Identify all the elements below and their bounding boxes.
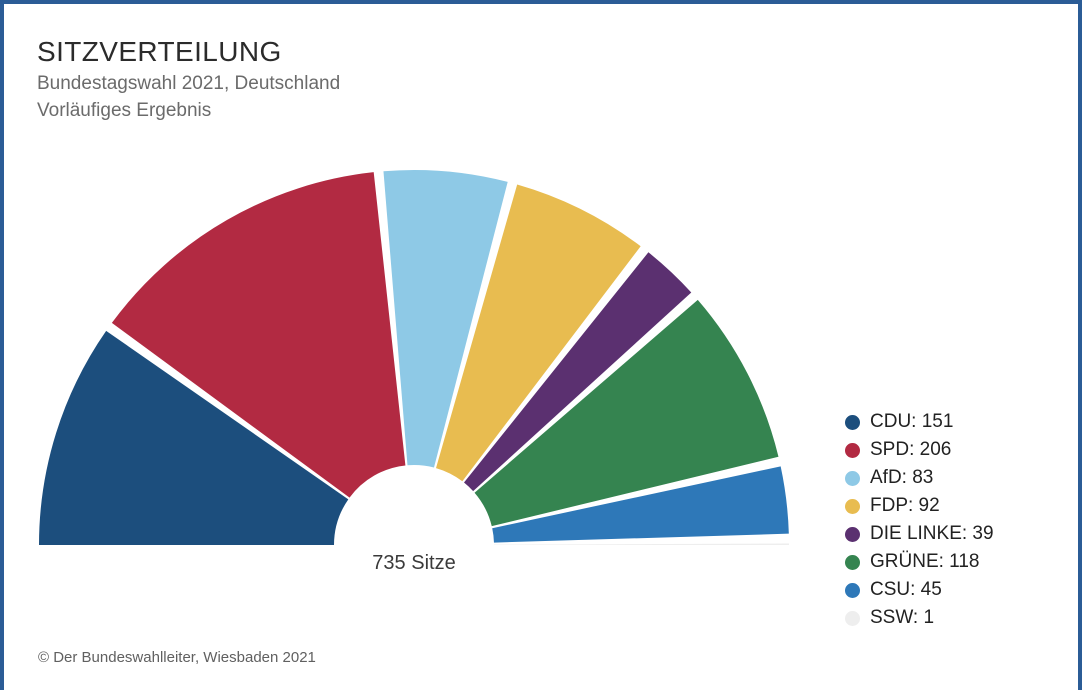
legend-item[interactable]: CDU: 151 <box>845 408 994 436</box>
wedge-group <box>39 169 789 545</box>
seat-distribution-chart: 735 Sitze <box>4 4 834 624</box>
legend-item-label: CDU: 151 <box>870 411 954 432</box>
legend-item-label: DIE LINKE: 39 <box>870 523 994 544</box>
legend-item-label: SSW: 1 <box>870 607 935 628</box>
legend-item-label: SPD: 206 <box>870 439 952 460</box>
legend-item[interactable]: CSU: 45 <box>845 576 994 604</box>
chart-legend: CDU: 151 SPD: 206 AfD: 83 FDP: 92 DIE LINKE:… <box>845 408 994 632</box>
legend-item[interactable]: FDP: 92 <box>845 492 994 520</box>
pie-wedge-afd[interactable] <box>383 169 508 468</box>
semicircle-donut-svg <box>39 169 789 545</box>
legend-item[interactable]: SSW: 1 <box>845 604 994 632</box>
legend-color-swatch <box>845 414 860 430</box>
legend-item[interactable]: DIE LINKE: 39 <box>845 520 994 548</box>
total-seats-label: 735 Sitze <box>372 552 456 574</box>
copyright-note: © Der Bundeswahlleiter, Wiesbaden 2021 <box>38 649 316 666</box>
legend-color-swatch <box>845 610 860 626</box>
legend-color-swatch <box>845 554 860 570</box>
pie-wedge-csu[interactable] <box>492 466 789 543</box>
legend-color-swatch <box>845 526 860 542</box>
pie-wedge-grüne[interactable] <box>474 299 779 527</box>
legend-color-swatch <box>845 498 860 514</box>
legend-item[interactable]: AfD: 83 <box>845 464 994 492</box>
subtitle-line-2: Vorläufiges Ergebnis <box>37 100 212 122</box>
legend-item-label: GRÜNE: 118 <box>870 551 980 572</box>
legend-item[interactable]: GRÜNE: 118 <box>845 548 994 576</box>
legend-color-swatch <box>845 582 860 598</box>
pie-wedge-spd[interactable] <box>111 172 406 498</box>
legend-color-swatch <box>845 470 860 486</box>
subtitle-line-1: Bundestagswahl 2021, Deutschland <box>37 73 341 95</box>
legend-item-label: CSU: 45 <box>870 579 942 600</box>
pie-wedge-cdu[interactable] <box>39 330 349 545</box>
pie-wedge-fdp[interactable] <box>436 184 641 482</box>
legend-color-swatch <box>845 442 860 458</box>
legend-item-label: FDP: 92 <box>870 495 940 516</box>
chart-subtitle: Bundestagswahl 2021, Deutschland Vorläuf… <box>37 71 677 125</box>
chart-header: SITZVERTEILUNG Bundestagswahl 2021, Deut… <box>37 36 677 125</box>
pie-wedge-die-linke[interactable] <box>464 252 692 492</box>
pie-wedge-ssw[interactable] <box>493 543 789 545</box>
legend-item[interactable]: SPD: 206 <box>845 436 994 464</box>
page-title: SITZVERTEILUNG <box>37 36 282 67</box>
legend-item-label: AfD: 83 <box>870 467 934 488</box>
